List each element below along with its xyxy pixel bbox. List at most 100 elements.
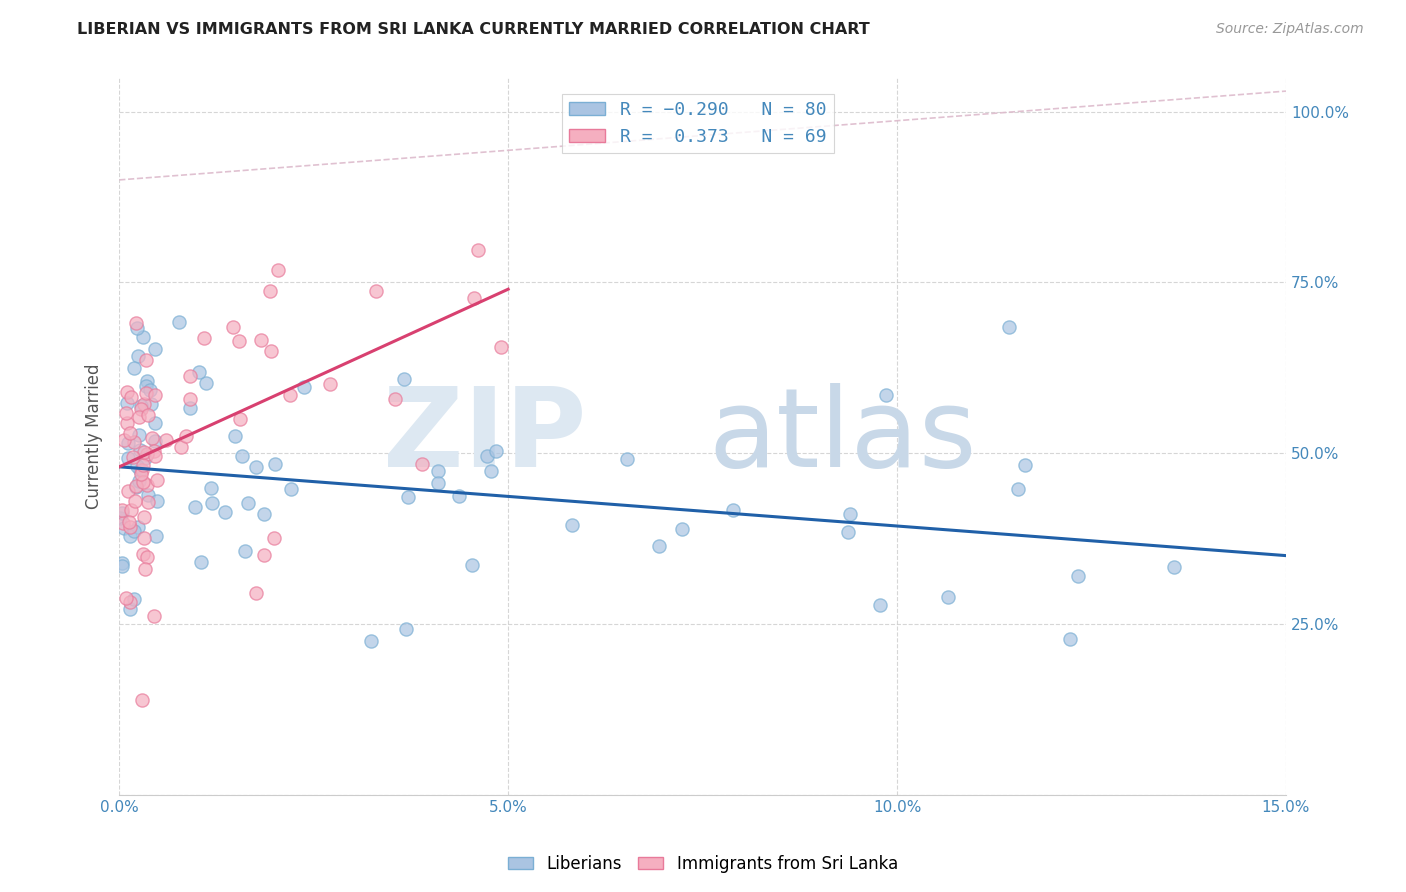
Point bbox=[463, 291, 485, 305]
Point bbox=[115, 406, 138, 420]
Point bbox=[837, 524, 859, 539]
Point bbox=[136, 549, 159, 564]
Point bbox=[124, 494, 146, 508]
Point bbox=[481, 465, 503, 479]
Point bbox=[263, 531, 285, 545]
Point bbox=[129, 467, 152, 481]
Point bbox=[122, 360, 145, 375]
Point bbox=[188, 365, 211, 379]
Point bbox=[936, 591, 959, 605]
Point bbox=[118, 529, 141, 543]
Point bbox=[411, 457, 433, 471]
Point bbox=[233, 544, 256, 558]
Point bbox=[120, 390, 142, 404]
Point bbox=[120, 503, 142, 517]
Point bbox=[179, 392, 201, 406]
Point bbox=[122, 435, 145, 450]
Point bbox=[838, 507, 860, 521]
Point bbox=[131, 693, 153, 707]
Point bbox=[467, 244, 489, 258]
Text: LIBERIAN VS IMMIGRANTS FROM SRI LANKA CURRENTLY MARRIED CORRELATION CHART: LIBERIAN VS IMMIGRANTS FROM SRI LANKA CU… bbox=[77, 22, 870, 37]
Point bbox=[114, 521, 136, 535]
Point bbox=[245, 460, 267, 475]
Point bbox=[132, 396, 155, 410]
Point bbox=[111, 559, 134, 574]
Point bbox=[484, 443, 506, 458]
Point bbox=[117, 450, 139, 465]
Point bbox=[875, 387, 897, 401]
Point bbox=[134, 562, 156, 576]
Point bbox=[195, 376, 218, 391]
Point bbox=[200, 481, 222, 495]
Legend: Liberians, Immigrants from Sri Lanka: Liberians, Immigrants from Sri Lanka bbox=[502, 848, 904, 880]
Point bbox=[259, 343, 281, 358]
Point bbox=[125, 316, 148, 330]
Text: ZIP: ZIP bbox=[382, 383, 586, 490]
Point bbox=[179, 368, 201, 383]
Point bbox=[278, 388, 301, 402]
Point bbox=[236, 495, 259, 509]
Point bbox=[110, 502, 132, 516]
Point bbox=[110, 511, 132, 525]
Point bbox=[259, 285, 281, 299]
Point bbox=[1163, 559, 1185, 574]
Point bbox=[224, 429, 246, 443]
Point bbox=[489, 341, 512, 355]
Point bbox=[142, 443, 165, 458]
Point bbox=[1014, 458, 1036, 473]
Point bbox=[384, 392, 406, 407]
Point bbox=[170, 440, 193, 454]
Point bbox=[120, 595, 142, 609]
Point bbox=[122, 524, 145, 538]
Point bbox=[426, 476, 449, 491]
Point bbox=[280, 482, 302, 496]
Point bbox=[139, 397, 162, 411]
Point bbox=[132, 458, 155, 472]
Legend: R = −0.290   N = 80, R =  0.373   N = 69: R = −0.290 N = 80, R = 0.373 N = 69 bbox=[562, 94, 834, 153]
Point bbox=[135, 386, 157, 401]
Point bbox=[143, 434, 166, 449]
Point bbox=[120, 601, 142, 615]
Point bbox=[115, 384, 138, 399]
Point bbox=[221, 319, 243, 334]
Point bbox=[125, 480, 148, 494]
Point bbox=[292, 380, 315, 394]
Point bbox=[869, 598, 891, 612]
Point bbox=[167, 315, 190, 329]
Point bbox=[264, 457, 287, 471]
Point bbox=[671, 522, 693, 536]
Point bbox=[118, 425, 141, 440]
Point bbox=[179, 401, 201, 415]
Point bbox=[135, 352, 157, 367]
Point bbox=[127, 458, 149, 473]
Point bbox=[132, 509, 155, 524]
Point bbox=[128, 474, 150, 488]
Point bbox=[125, 321, 148, 335]
Point bbox=[112, 433, 135, 447]
Point bbox=[360, 634, 382, 648]
Point bbox=[250, 334, 273, 348]
Point bbox=[131, 547, 153, 561]
Point bbox=[132, 445, 155, 459]
Text: Source: ZipAtlas.com: Source: ZipAtlas.com bbox=[1216, 22, 1364, 37]
Point bbox=[136, 447, 159, 461]
Point bbox=[145, 388, 167, 402]
Point bbox=[245, 585, 267, 599]
Point bbox=[138, 383, 160, 397]
Point bbox=[1067, 568, 1090, 582]
Point bbox=[128, 427, 150, 442]
Point bbox=[366, 284, 388, 298]
Point bbox=[131, 463, 153, 477]
Point bbox=[426, 464, 449, 478]
Point bbox=[118, 520, 141, 534]
Point bbox=[127, 349, 149, 363]
Point bbox=[129, 399, 152, 413]
Point bbox=[136, 495, 159, 509]
Point bbox=[395, 622, 418, 636]
Point bbox=[111, 557, 134, 571]
Point bbox=[129, 402, 152, 417]
Point bbox=[136, 478, 159, 492]
Point bbox=[228, 334, 250, 348]
Point bbox=[184, 500, 207, 514]
Point bbox=[1059, 632, 1081, 647]
